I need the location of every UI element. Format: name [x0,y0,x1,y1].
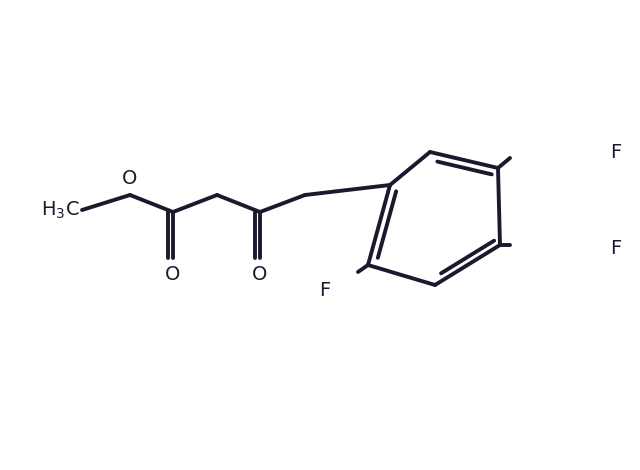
Text: O: O [252,266,268,284]
Text: O: O [122,169,138,188]
Text: H$_3$C: H$_3$C [42,199,80,220]
Text: F: F [610,142,621,162]
Text: F: F [319,281,330,299]
Text: O: O [165,266,180,284]
Text: F: F [610,238,621,258]
